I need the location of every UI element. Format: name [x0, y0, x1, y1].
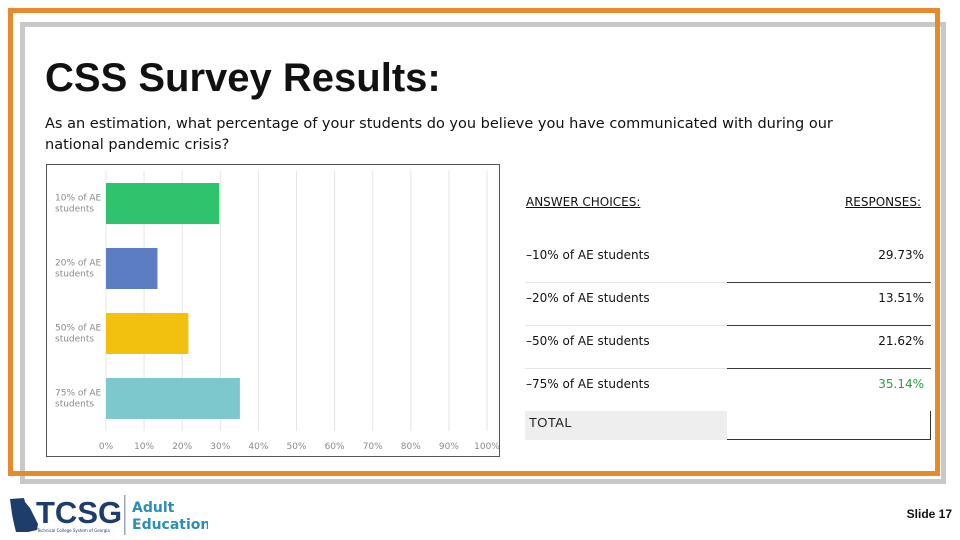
total-value-cell	[727, 411, 931, 440]
logo-acronym: TCSG	[36, 495, 122, 530]
row-label: –10% of AE students	[526, 248, 650, 262]
row-value: 21.62%	[878, 334, 924, 348]
bar	[106, 378, 240, 419]
inner-frame	[20, 22, 946, 484]
x-tick-label: 40%	[248, 442, 268, 452]
bar-chart: 0% 10% 20% 30% 40% 50% 60% 70% 80% 90% 100% 10% of …	[46, 164, 500, 457]
row-label: –75% of AE students	[526, 377, 650, 391]
page-title: CSS Survey Results:	[45, 56, 441, 100]
y-tick-label: students	[55, 270, 94, 280]
row-divider	[525, 282, 727, 283]
row-divider	[525, 325, 727, 326]
row-value: 29.73%	[878, 248, 924, 262]
y-tick-label: students	[55, 400, 94, 410]
bar	[106, 313, 189, 354]
y-tick-label: students	[55, 335, 94, 345]
row-label: –20% of AE students	[526, 291, 650, 305]
x-tick-label: 50%	[286, 442, 306, 452]
x-tick-label: 100%	[474, 442, 499, 452]
answer-choices-header: ANSWER CHOICES:	[526, 195, 641, 209]
logo-divider	[124, 495, 126, 535]
total-label-cell: TOTAL	[525, 411, 727, 440]
row-divider	[727, 325, 931, 326]
x-tick-label: 80%	[401, 442, 421, 452]
table-row: –10% of AE students 29.73%	[525, 240, 931, 283]
y-tick-label: 20% of AE	[55, 259, 102, 269]
row-divider	[525, 368, 727, 369]
bar	[106, 248, 158, 289]
x-tick-label: 0%	[99, 442, 114, 452]
total-row: TOTAL	[525, 411, 931, 440]
georgia-map-icon	[10, 498, 38, 532]
logo-education: Education	[132, 517, 208, 533]
table-row: –50% of AE students 21.62%	[525, 326, 931, 369]
x-tick-label: 30%	[210, 442, 230, 452]
x-tick-label: 70%	[363, 442, 383, 452]
bar-chart-svg: 0% 10% 20% 30% 40% 50% 60% 70% 80% 90% 100% 10% of …	[55, 171, 499, 452]
row-value: 13.51%	[878, 291, 924, 305]
row-label: –50% of AE students	[526, 334, 650, 348]
y-tick-label: students	[55, 205, 94, 215]
logo-adult: Adult	[132, 500, 175, 516]
survey-question: As an estimation, what percentage of you…	[45, 116, 833, 153]
x-tick-label: 90%	[439, 442, 459, 452]
tcsg-adult-education-logo: TCSG Technical College System of Georgia…	[8, 494, 210, 536]
responses-header: RESPONSES:	[844, 195, 921, 209]
y-tick-label: 10% of AE	[55, 194, 102, 204]
row-value-highlight: 35.14%	[878, 377, 924, 391]
outer-frame	[8, 8, 940, 476]
x-tick-label: 60%	[325, 442, 345, 452]
slide-number: Slide 17	[906, 507, 952, 521]
logo-subtitle: Technical College System of Georgia	[36, 528, 110, 533]
row-divider	[727, 368, 931, 369]
logo-svg: TCSG Technical College System of Georgia…	[10, 495, 210, 535]
row-divider	[727, 282, 931, 283]
table-row: –75% of AE students 35.14%	[525, 369, 931, 412]
y-tick-label: 75% of AE	[55, 389, 102, 399]
table-row: –20% of AE students 13.51%	[525, 283, 931, 326]
x-tick-label: 10%	[134, 442, 154, 452]
y-tick-label: 50% of AE	[55, 324, 102, 334]
total-label: TOTAL	[529, 415, 573, 430]
bar	[106, 183, 220, 224]
x-tick-label: 20%	[172, 442, 192, 452]
